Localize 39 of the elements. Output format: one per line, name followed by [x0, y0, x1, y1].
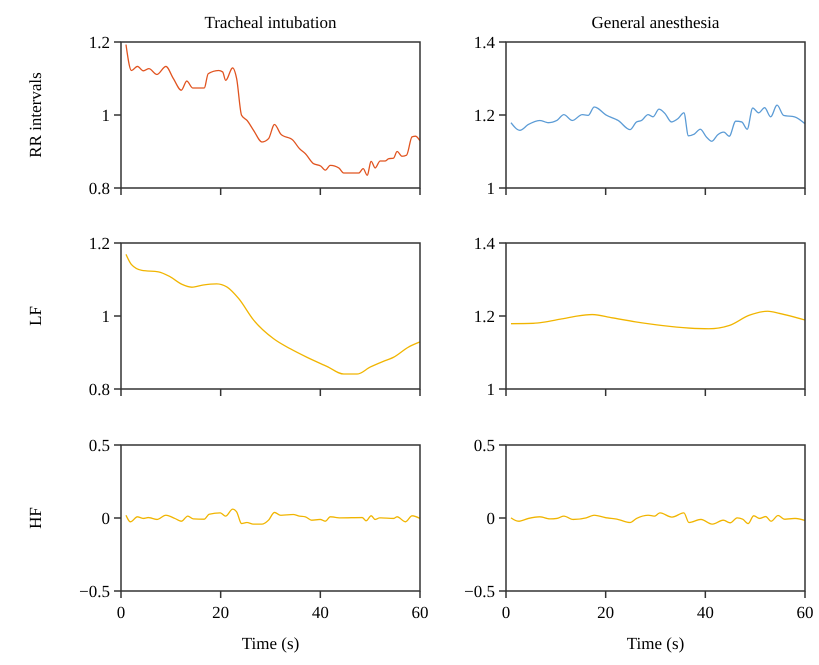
- x-tick-label: 0: [502, 603, 510, 622]
- line-series: [125, 254, 420, 375]
- y-axis-title: RR intervals: [26, 72, 45, 158]
- y-tick-label: 1.2: [474, 106, 495, 125]
- y-tick-label: 0.5: [474, 436, 495, 455]
- x-tick-label: 20: [212, 603, 230, 622]
- y-tick-label: 0.8: [88, 178, 110, 198]
- y-tick-label: 1: [486, 178, 495, 198]
- y-tick-label: 1: [486, 380, 495, 399]
- x-axis-title: Time (s): [626, 634, 684, 653]
- chart-title: Tracheal intubation: [204, 13, 338, 32]
- x-tick-label: 40: [696, 603, 714, 622]
- x-tick-label: 40: [312, 603, 329, 622]
- line-series: [125, 44, 420, 176]
- y-tick-label: 1: [102, 306, 110, 326]
- line-series: [510, 104, 805, 142]
- y-axis-title: HF: [26, 507, 45, 529]
- y-tick-label: 1.2: [88, 32, 110, 52]
- line-series: [510, 512, 805, 525]
- y-tick-label: 1: [102, 106, 110, 125]
- y-tick-label: 1.4: [474, 32, 496, 52]
- line-series: [510, 310, 805, 330]
- line-series: [125, 508, 420, 525]
- y-axis-title: LF: [26, 306, 45, 326]
- y-tick-label: 0.5: [88, 436, 110, 455]
- x-axis-title: Time (s): [242, 634, 300, 653]
- y-tick-label: 1.4: [474, 234, 496, 253]
- x-tick-label: 0: [116, 603, 126, 622]
- x-tick-label: 60: [412, 603, 428, 622]
- y-tick-label: −0.5: [79, 582, 110, 601]
- y-tick-label: 1.2: [88, 234, 110, 253]
- x-tick-label: 60: [796, 603, 814, 622]
- y-tick-label: 1.2: [474, 306, 495, 326]
- y-tick-label: −0.5: [464, 582, 495, 601]
- chart-title: General anesthesia: [592, 13, 720, 32]
- y-tick-label: 0: [486, 508, 495, 528]
- x-tick-label: 20: [597, 603, 614, 622]
- y-tick-label: 0.8: [88, 380, 110, 399]
- y-tick-label: 0: [102, 508, 110, 528]
